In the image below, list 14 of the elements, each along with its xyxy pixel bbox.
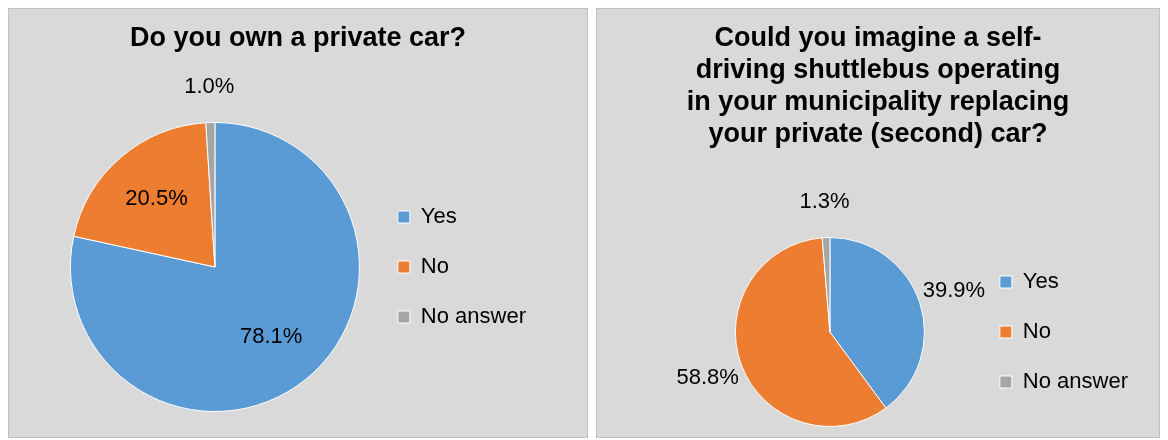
legend-label: Yes bbox=[420, 203, 457, 229]
legend-label: No answer bbox=[1022, 368, 1128, 394]
data-label: 78.1% bbox=[239, 322, 303, 348]
data-label: 1.0% bbox=[184, 72, 235, 98]
data-label: 20.5% bbox=[125, 185, 188, 211]
legend-label: No answer bbox=[420, 303, 526, 329]
data-label: 58.8% bbox=[676, 363, 739, 389]
chart-title: Do you own a private car? bbox=[128, 21, 468, 53]
legend-label: Yes bbox=[1022, 268, 1059, 294]
data-label: 39.9% bbox=[922, 277, 986, 303]
data-label: 1.3% bbox=[799, 187, 850, 213]
chart-title: Could you imagine a self-driving shuttlebus operating in your municipality replacing your private (second) car? bbox=[685, 21, 1071, 149]
legend-label: No bbox=[1022, 318, 1051, 344]
legend-label: No bbox=[420, 253, 449, 279]
